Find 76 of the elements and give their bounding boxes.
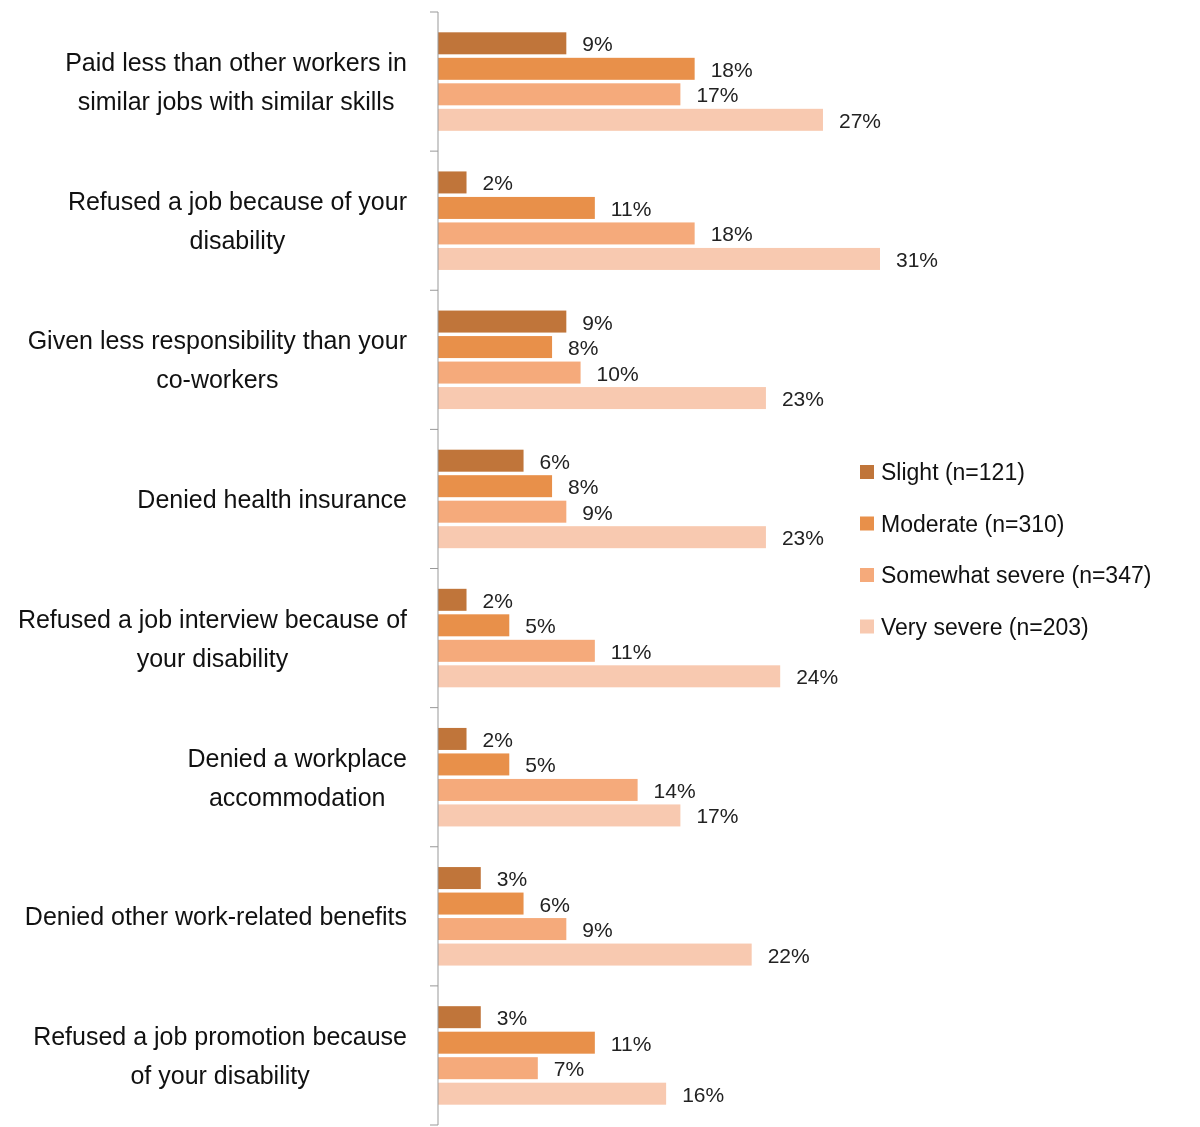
- y-tick-label: Refused a job promotion because of your disability: [33, 1021, 407, 1089]
- y-tick-label: Denied other work-related benefits: [24, 902, 407, 931]
- bar: [438, 665, 781, 688]
- bar: [438, 1057, 538, 1080]
- y-tick-label: Denied health insurance: [137, 484, 407, 513]
- legend-label: Slight (n=121): [881, 459, 1025, 485]
- data-label: 11%: [610, 1031, 652, 1055]
- y-tick-label: Paid less than other workers in similar jobs with similar skills: [65, 48, 407, 116]
- bar: [438, 196, 595, 219]
- bar: [438, 222, 695, 245]
- y-tick-label: Refused a job interview because of your disability: [17, 604, 408, 672]
- data-label: 9%: [582, 500, 613, 524]
- data-label: 6%: [539, 449, 570, 473]
- bar: [438, 753, 510, 776]
- data-label: 17%: [696, 83, 739, 107]
- data-label: 16%: [682, 1082, 725, 1106]
- bar: [438, 475, 553, 498]
- bar: [438, 57, 695, 80]
- data-label: 18%: [710, 57, 753, 81]
- data-label: 8%: [568, 336, 599, 360]
- data-label: 24%: [796, 665, 839, 689]
- data-label: 18%: [710, 222, 753, 246]
- bar: [438, 108, 823, 131]
- bar: [438, 943, 752, 966]
- bar: [438, 526, 766, 549]
- data-label: 11%: [610, 639, 652, 663]
- bar: [438, 1006, 481, 1029]
- bar: [438, 32, 567, 55]
- bar: [438, 1082, 667, 1105]
- legend-label: Somewhat severe (n=347): [881, 562, 1152, 588]
- data-label: 23%: [781, 387, 824, 411]
- bar: [438, 361, 581, 384]
- y-tick-label: Denied a workplace accommodation: [187, 743, 407, 811]
- data-label: 14%: [653, 778, 696, 802]
- bar: [438, 449, 524, 472]
- data-label: 31%: [896, 247, 939, 271]
- bar: [438, 336, 553, 359]
- legend-label: Moderate (n=310): [881, 510, 1065, 537]
- data-label: 6%: [539, 892, 570, 916]
- data-label: 23%: [781, 526, 824, 550]
- data-label: 22%: [767, 943, 810, 967]
- data-label: 2%: [482, 727, 513, 751]
- bar: [438, 639, 595, 662]
- y-tick-label: Refused a job because of your disability: [67, 187, 407, 255]
- legend-label: Very severe (n=203): [881, 613, 1089, 640]
- bar: [438, 387, 766, 410]
- bar: [438, 1031, 595, 1054]
- bar: [438, 727, 467, 750]
- data-label: 9%: [582, 310, 613, 334]
- bar: [438, 310, 567, 333]
- bar: [438, 804, 681, 827]
- bar: [438, 918, 567, 941]
- bar: [438, 500, 567, 523]
- data-label: 3%: [496, 867, 528, 891]
- data-label: 8%: [568, 475, 599, 499]
- data-label: 9%: [582, 918, 613, 942]
- data-label: 5%: [525, 753, 556, 777]
- bar: [438, 247, 880, 270]
- data-label: 10%: [596, 361, 639, 385]
- data-label: 2%: [482, 588, 513, 612]
- data-label: 11%: [610, 196, 652, 220]
- data-label: 27%: [838, 108, 881, 132]
- data-label: 3%: [496, 1006, 528, 1030]
- bar: [438, 892, 524, 915]
- data-label: 5%: [525, 614, 556, 638]
- data-label: 9%: [582, 32, 613, 56]
- bar: [438, 614, 510, 637]
- y-tick-label: Given less responsibility than your co-workers: [27, 326, 407, 394]
- data-label: 7%: [553, 1057, 585, 1081]
- bar: [438, 778, 638, 801]
- data-label: 2%: [482, 171, 513, 195]
- data-label: 17%: [696, 804, 739, 828]
- bar: [438, 588, 467, 611]
- bar: [438, 83, 681, 106]
- bar: [438, 867, 481, 890]
- bar: [438, 171, 467, 194]
